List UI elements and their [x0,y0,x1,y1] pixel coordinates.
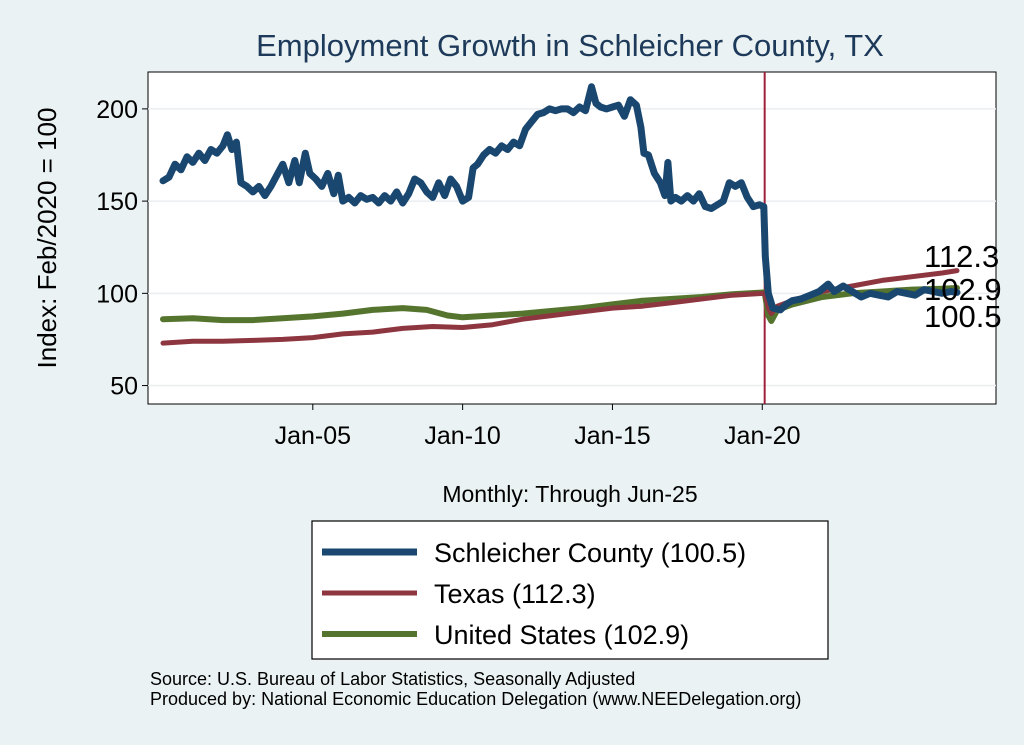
footer: Source: U.S. Bureau of Labor Statistics,… [150,669,801,709]
legend-label-united-states: United States (102.9) [434,620,689,650]
series-line-united-states [160,285,960,324]
end-label-united-states: 102.9 [924,272,1002,307]
y-tick-label: 100 [96,280,138,308]
plot-area [147,71,997,405]
y-axis-title: Index: Feb/2020 = 100 [32,108,62,369]
x-tick-label: Jan-05 [275,422,351,450]
x-tick-label: Jan-20 [724,422,800,450]
y-tick-label: 200 [96,96,138,124]
y-tick-label: 50 [110,373,138,401]
chart-title: Employment Growth in Schleicher County, … [256,28,884,63]
y-tick-label: 150 [96,188,138,216]
series-lines [159,83,961,346]
end-label-schleicher: 100.5 [924,299,1002,334]
producer-note: Produced by: National Economic Education… [150,689,802,709]
legend: Schleicher County (100.5) Texas (112.3) … [311,520,829,660]
series-line-schleicher-county [159,83,961,314]
x-axis-title: Monthly: Through Jun-25 [442,481,697,507]
source-note: Source: U.S. Bureau of Labor Statistics,… [150,669,636,689]
x-tick-label: Jan-15 [574,422,650,450]
y-axis-ticks: 50 100 150 200 [96,96,148,401]
legend-label-schleicher: Schleicher County (100.5) [434,538,746,568]
legend-label-texas: Texas (112.3) [434,579,596,609]
end-label-texas: 112.3 [924,239,999,274]
x-axis-ticks: Jan-05 Jan-10 Jan-15 Jan-20 [275,404,801,450]
x-tick-label: Jan-10 [424,422,500,450]
